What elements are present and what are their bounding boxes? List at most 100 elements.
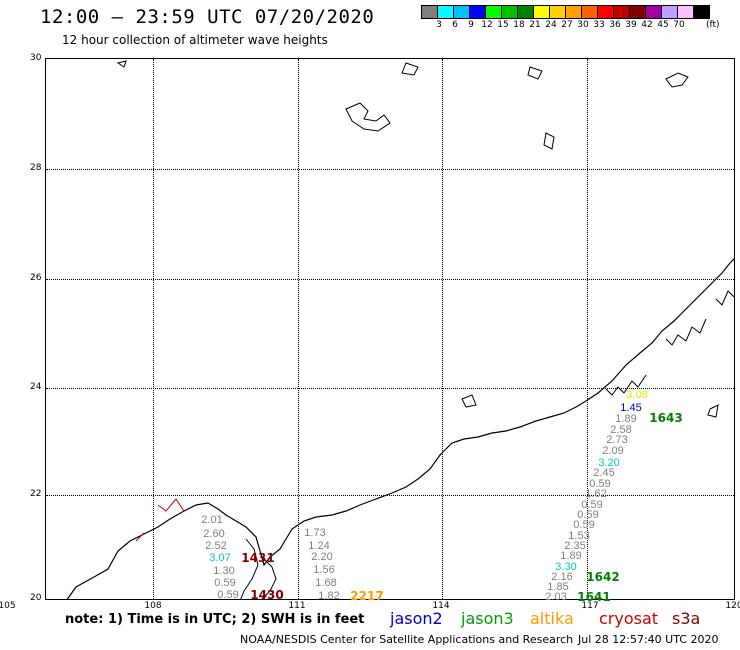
- pass-time-1641: 1641: [577, 590, 611, 604]
- obs-mid-0: 1.73: [304, 527, 326, 539]
- obs-east-13: 1.53: [568, 530, 590, 542]
- obs-east-9: 1.62: [585, 488, 607, 500]
- obs-east-4: 2.73: [606, 434, 628, 446]
- color-swatch: [501, 5, 518, 19]
- lon-label-114: 114: [432, 601, 450, 611]
- lon-label-105: 105: [0, 601, 16, 611]
- color-swatch: [485, 5, 502, 19]
- obs-mid-4: 1.68: [315, 577, 337, 589]
- obs-mid-3: 1.56: [313, 564, 335, 576]
- obs-west-1: 2.60: [203, 528, 225, 540]
- footer-credit: NOAA/NESDIS Center for Satellite Applica…: [240, 633, 574, 646]
- color-scale-label: 15: [497, 20, 509, 30]
- color-swatch: [677, 5, 694, 19]
- color-scale-label: 18: [513, 20, 525, 30]
- lon-label-117: 117: [581, 601, 599, 611]
- color-scale-label: 33: [593, 20, 605, 30]
- obs-west-2: 2.52: [205, 540, 227, 552]
- gridline-lat-26: [46, 279, 734, 280]
- color-swatch: [453, 5, 470, 19]
- color-swatch: [661, 5, 678, 19]
- legend-cryosat: cryosat: [599, 609, 659, 628]
- lat-label-22: 22: [30, 489, 42, 499]
- obs-west-4: 1.30: [213, 565, 235, 577]
- color-swatch: [645, 5, 662, 19]
- color-scale-bar: [421, 5, 710, 19]
- color-swatch: [517, 5, 534, 19]
- color-scale-label: 6: [452, 20, 458, 30]
- lon-label-108: 108: [144, 601, 162, 611]
- obs-east-16: 3.30: [555, 561, 577, 573]
- color-swatch: [629, 5, 646, 19]
- legend-altika: altika: [530, 609, 574, 628]
- legend-jason2: jason2: [390, 609, 443, 628]
- color-scale-label: 24: [545, 20, 557, 30]
- color-scale-label: 45: [657, 20, 669, 30]
- color-scale-label: 70: [673, 20, 685, 30]
- lat-label-20: 20: [30, 593, 42, 603]
- obs-east-6: 3.20: [598, 457, 620, 469]
- chart-title: 12:00 — 23:59 UTC 07/20/2020: [40, 6, 375, 28]
- color-scale-label: 12: [481, 20, 493, 30]
- color-swatch: [533, 5, 550, 19]
- color-swatch: [597, 5, 614, 19]
- coastline: [66, 60, 734, 599]
- gridline-lat-28: [46, 169, 734, 170]
- obs-east-8: 0.59: [589, 478, 611, 490]
- pass-time-1642: 1642: [586, 570, 620, 584]
- gridline-lat-24: [46, 388, 734, 389]
- color-scale-label: 21: [529, 20, 541, 30]
- gridline-lat-22: [46, 495, 734, 496]
- obs-east-17: 2.16: [551, 571, 573, 583]
- note-text: note: 1) Time is in UTC; 2) SWH is in fe…: [65, 612, 365, 627]
- obs-west-3: 3.07: [209, 552, 231, 564]
- gridline-lon-108: [153, 59, 154, 599]
- obs-east-7: 2.45: [593, 467, 615, 479]
- pass-time-1430: 1430: [250, 588, 284, 602]
- lon-label-120: 120: [725, 601, 740, 611]
- color-scale-label: 42: [641, 20, 653, 30]
- lat-label-30: 30: [30, 53, 42, 63]
- pass-time-1643: 1643: [649, 411, 683, 425]
- color-swatch: [581, 5, 598, 19]
- obs-east-14: 2.35: [564, 540, 586, 552]
- lat-label-28: 28: [30, 163, 42, 173]
- obs-west-0: 2.01: [201, 514, 223, 526]
- legend-s3a: s3a: [672, 609, 701, 628]
- color-scale-label: 36: [609, 20, 621, 30]
- pass-time-2217: 2217: [350, 589, 384, 603]
- gridline-lon-117: [587, 59, 588, 599]
- obs-east-3: 2.58: [610, 424, 632, 436]
- color-swatch: [469, 5, 486, 19]
- obs-mid-1: 1.24: [308, 540, 330, 552]
- lat-label-26: 26: [30, 273, 42, 283]
- obs-mid-5: 1.82: [318, 590, 340, 602]
- obs-east-10: 0.59: [581, 499, 603, 511]
- obs-east-1: 1.45: [620, 402, 642, 414]
- obs-east-2: 1.89: [615, 413, 637, 425]
- map-frame: [45, 58, 735, 600]
- pass-time-1431: 1431: [241, 551, 275, 565]
- gridline-lon-111: [298, 59, 299, 599]
- obs-west-5: 0.59: [214, 577, 236, 589]
- color-swatch: [613, 5, 630, 19]
- color-swatch: [549, 5, 566, 19]
- color-swatch: [437, 5, 454, 19]
- obs-west-6: 0.59: [217, 589, 239, 601]
- obs-east-15: 1.89: [560, 550, 582, 562]
- obs-east-11: 0.59: [577, 509, 599, 521]
- lon-label-111: 111: [288, 601, 306, 611]
- obs-mid-2: 2.20: [311, 551, 333, 563]
- chart-subtitle: 12 hour collection of altimeter wave hei…: [62, 33, 328, 47]
- legend-jason3: jason3: [461, 609, 514, 628]
- obs-east-18: 1.85: [547, 581, 569, 593]
- color-scale-label: 30: [577, 20, 589, 30]
- color-scale-label: 27: [561, 20, 573, 30]
- color-swatch: [421, 5, 438, 19]
- color-swatch: [693, 5, 710, 19]
- footer-timestamp: Jul 28 12:57:40 UTC 2020: [578, 633, 719, 646]
- obs-east-12: 0.59: [573, 519, 595, 531]
- obs-east-19: 2.03: [545, 591, 567, 603]
- obs-east-0: 3.08: [626, 389, 648, 401]
- color-scale-unit: (ft): [706, 20, 720, 30]
